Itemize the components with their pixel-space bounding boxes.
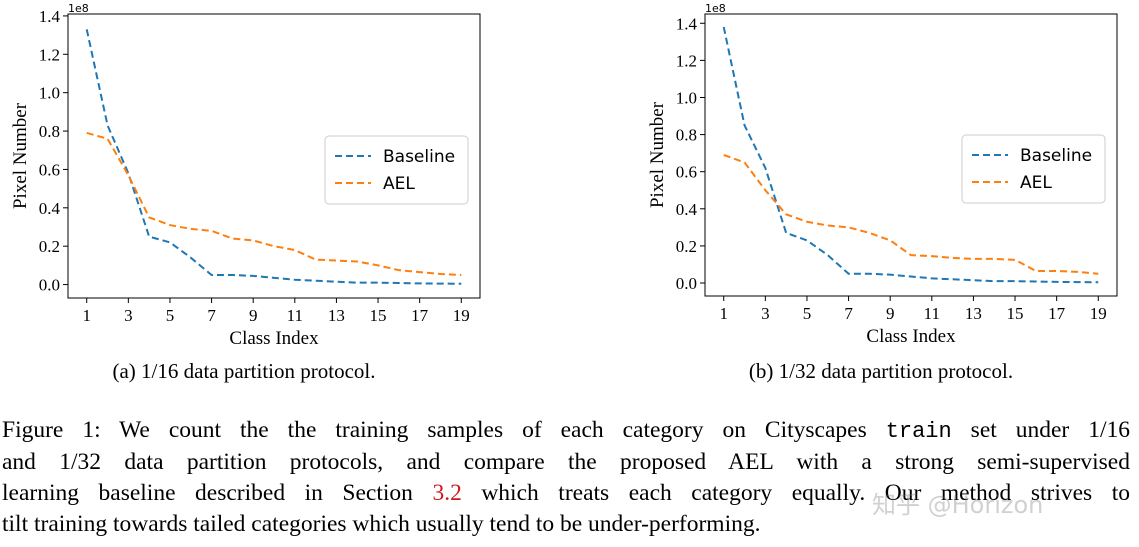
plot-frame xyxy=(67,13,481,299)
subcaption: (a) 1/16 data partition protocol. xyxy=(112,359,375,383)
y-tick-label: 0.4 xyxy=(39,199,61,218)
charts: 0.00.20.40.60.81.01.21.41 3 5 7 9 11 13 15 17 191… xyxy=(10,2,1118,383)
x-tick-label: 1 xyxy=(719,304,728,323)
x-tick-label: 19 xyxy=(453,306,470,325)
watermark: 知乎 @Horizon xyxy=(872,491,1044,519)
legend-box xyxy=(324,135,469,205)
legend-label: AEL xyxy=(383,174,415,194)
y-tick-label: 0.8 xyxy=(39,122,60,141)
caption-line: tilt training towards tailed categories … xyxy=(2,509,1130,540)
y-tick-label: 0.0 xyxy=(676,274,697,293)
legend-box xyxy=(961,134,1106,204)
legend-label: Baseline xyxy=(1020,146,1092,166)
y-tick-label: 0.6 xyxy=(39,160,60,179)
x-tick-label: 13 xyxy=(328,306,345,325)
legend-label: AEL xyxy=(1020,173,1052,193)
y-tick-label: 0.2 xyxy=(39,237,60,256)
caption-line: learning baseline described in Section 3… xyxy=(2,478,1130,509)
x-tick-label: 3 xyxy=(761,304,770,323)
x-tick-label: 15 xyxy=(1007,304,1024,323)
caption: Figure 1: We count the the training samp… xyxy=(2,415,1130,540)
x-tick-label: 11 xyxy=(287,306,303,325)
y-tick-label: 1.2 xyxy=(676,51,697,70)
x-tick-label: 19 xyxy=(1090,304,1107,323)
plot-frame xyxy=(704,13,1118,297)
x-tick-label: 7 xyxy=(844,304,853,323)
y-tick-label: 0.8 xyxy=(676,126,697,145)
x-tick-label: 11 xyxy=(924,304,940,323)
y-axis-label: Pixel Number xyxy=(647,101,668,208)
x-axis-label: Class Index xyxy=(866,326,956,347)
data-line xyxy=(723,154,1099,275)
legend-label: Baseline xyxy=(383,147,455,167)
x-tick-label: 15 xyxy=(370,306,387,325)
x-tick-label: 7 xyxy=(207,306,216,325)
caption-text: set under 1/16 xyxy=(951,417,1130,443)
y-tick-label: 1.2 xyxy=(39,45,60,64)
y-offset-label: 1e8 xyxy=(68,2,89,15)
y-tick-label: 0.6 xyxy=(676,163,697,182)
y-tick-label: 1.4 xyxy=(676,14,698,33)
caption-line: Figure 1: We count the the training samp… xyxy=(2,415,1130,447)
subcaption: (b) 1/32 data partition protocol. xyxy=(749,359,1013,383)
y-tick-label: 0.0 xyxy=(39,276,60,295)
y-tick-label: 0.4 xyxy=(676,200,698,219)
caption-text: tilt training towards tailed categories … xyxy=(2,511,761,537)
x-tick-label: 13 xyxy=(965,304,982,323)
data-line xyxy=(86,132,462,276)
x-tick-label: 17 xyxy=(411,306,429,325)
x-tick-label: 17 xyxy=(1048,304,1066,323)
y-tick-label: 1.0 xyxy=(676,88,697,107)
x-axis-label: Class Index xyxy=(229,328,319,349)
data-line xyxy=(85,29,462,285)
data-line xyxy=(722,26,1099,284)
y-offset-label: 1e8 xyxy=(705,2,726,15)
x-tick-label: 3 xyxy=(124,306,133,325)
x-tick-label: 9 xyxy=(886,304,895,323)
caption-line: and 1/32 data partition protocols, and c… xyxy=(2,447,1130,478)
caption-code: train xyxy=(885,419,952,444)
x-tick-label: 5 xyxy=(166,306,175,325)
caption-text: learning baseline described in Section xyxy=(2,480,433,506)
caption-text: and 1/32 data partition protocols, and c… xyxy=(2,449,1130,475)
y-tick-label: 0.2 xyxy=(676,237,697,256)
y-axis-label: Pixel Number xyxy=(10,102,31,209)
section-reference[interactable]: 3.2 xyxy=(432,480,462,506)
x-tick-label: 5 xyxy=(803,304,812,323)
caption-text: Figure 1: We count the the training samp… xyxy=(2,417,886,443)
x-tick-label: 9 xyxy=(249,306,258,325)
x-tick-label: 1 xyxy=(82,306,91,325)
caption-text: which treats each category equally. Our … xyxy=(461,480,1130,506)
y-tick-label: 1.0 xyxy=(39,84,60,103)
y-tick-label: 1.4 xyxy=(39,7,61,26)
